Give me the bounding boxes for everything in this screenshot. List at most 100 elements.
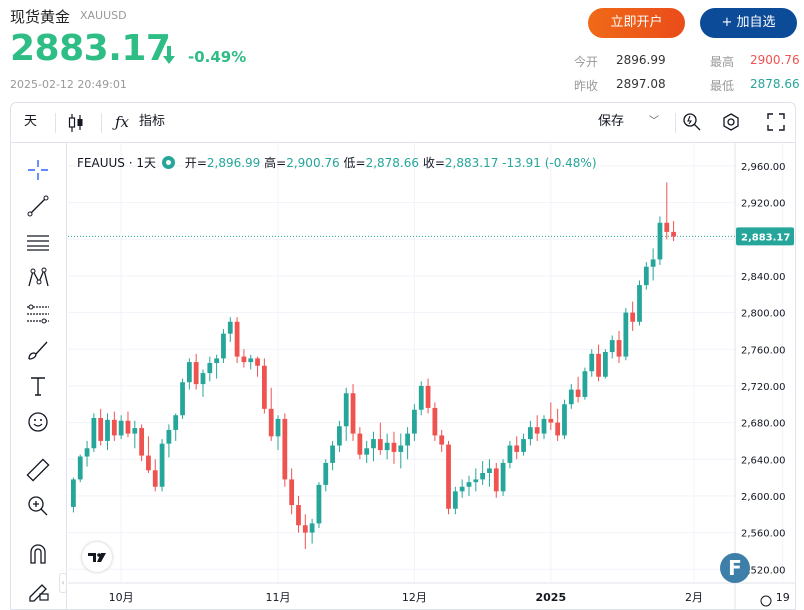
horizontal-lines-icon[interactable]: [25, 229, 51, 255]
y-tick-label: 2,920.00: [741, 199, 786, 210]
zoom-in-icon[interactable]: [25, 493, 51, 519]
candle-body: [664, 222, 670, 232]
y-tick-label: 2,680.00: [741, 419, 786, 430]
candle-body: [152, 470, 158, 487]
x-tick-label: 11月: [266, 591, 291, 604]
candle-body: [241, 356, 247, 363]
y-tick-label: 2,520.00: [741, 565, 786, 576]
candle-body: [91, 418, 97, 449]
forecast-icon[interactable]: [25, 301, 51, 327]
y-tick-label: 2,600.00: [741, 492, 786, 503]
candle-body: [343, 393, 349, 427]
candle-body: [371, 439, 376, 449]
candle-body: [268, 408, 274, 437]
high-label: 最高: [710, 55, 735, 69]
candle-body: [302, 525, 308, 533]
chart-area[interactable]: ‹ 2,960.002,920.002,880.002,840.002,800.…: [10, 142, 796, 610]
candle-body: [596, 353, 601, 377]
candle-body: [234, 321, 240, 357]
candle-body: [603, 352, 608, 377]
candle-body: [439, 435, 445, 445]
trend-line-icon[interactable]: [25, 193, 51, 219]
text-icon[interactable]: [25, 373, 51, 399]
candle-body: [466, 482, 472, 487]
legend-open: 2,896.99: [206, 156, 261, 170]
candle-body: [118, 420, 124, 436]
pattern-icon[interactable]: [25, 265, 51, 291]
candle-body: [582, 371, 588, 397]
candle-body: [289, 479, 295, 506]
collapse-toolbar-handle[interactable]: ‹: [59, 573, 67, 593]
candle-body: [405, 433, 410, 446]
candle-body: [330, 445, 335, 463]
candle-body: [248, 358, 254, 363]
chart-toolbar: 天 ƒx 指标 保存 ﹀: [10, 102, 796, 142]
interval-selector[interactable]: 天: [24, 114, 38, 129]
candle-body: [493, 468, 499, 492]
candle-body: [459, 486, 465, 492]
candle-body: [398, 445, 404, 452]
candle-body: [623, 312, 629, 357]
y-tick-label: 2,760.00: [741, 345, 786, 356]
candle-body: [671, 231, 676, 237]
candle-body: [132, 428, 138, 434]
legend-close-label: 收: [422, 156, 435, 170]
candle-body: [146, 455, 151, 471]
ruler-icon[interactable]: [25, 457, 51, 483]
candlestick-icon[interactable]: [67, 113, 85, 133]
candle-body: [630, 312, 636, 322]
low-value: 2878.66: [750, 77, 800, 91]
open-label: 今开: [574, 55, 599, 69]
candle-body: [261, 365, 267, 409]
candle-body: [139, 428, 144, 456]
toolbar-divider: [55, 113, 56, 133]
emoji-icon[interactable]: [25, 409, 51, 435]
lock-drawing-icon[interactable]: [25, 577, 51, 603]
brand-f-logo[interactable]: F: [720, 553, 750, 583]
candle-body: [650, 259, 656, 267]
crosshair-icon[interactable]: [25, 157, 51, 183]
chevron-down-icon[interactable]: ﹀: [649, 116, 659, 127]
candle-body: [105, 419, 110, 441]
open-account-button[interactable]: 立即开户: [588, 8, 685, 38]
candle-body: [377, 439, 383, 451]
candle-body: [84, 448, 90, 457]
legend-low: 2,878.66: [365, 156, 419, 170]
legend-change-pct: (-0.48%): [544, 156, 597, 170]
candle-body: [111, 419, 117, 436]
fullscreen-icon[interactable]: [767, 113, 785, 131]
candle-body: [296, 505, 301, 526]
quote-timestamp: 2025-02-12 20:49:01: [10, 78, 127, 91]
candle-body: [337, 426, 342, 446]
candle-body: [316, 484, 322, 524]
settings-gear-icon[interactable]: [721, 112, 741, 132]
tradingview-logo[interactable]: [82, 542, 112, 572]
candle-body: [432, 407, 438, 436]
candle-body: [657, 222, 663, 260]
candle-body: [309, 523, 315, 533]
add-watchlist-button[interactable]: + 加自选: [700, 8, 797, 38]
eye-icon[interactable]: [161, 156, 175, 169]
toolbar-divider: [675, 113, 676, 133]
indicators-icon[interactable]: ƒx: [115, 113, 130, 131]
brush-icon[interactable]: [25, 337, 51, 363]
legend-change: -13.91: [502, 156, 541, 170]
magnet-icon[interactable]: [25, 541, 51, 567]
price-chart[interactable]: 2,960.002,920.002,880.002,840.002,800.00…: [11, 143, 795, 609]
candle-body: [186, 362, 192, 383]
tradingview-logo-icon: [88, 553, 106, 562]
candle-body: [425, 385, 431, 408]
save-button[interactable]: 保存: [598, 114, 625, 129]
quick-search-icon[interactable]: [682, 112, 702, 132]
candle-body: [500, 462, 506, 492]
axis-settings-icon[interactable]: [760, 595, 772, 607]
y-tick-label: 2,720.00: [741, 382, 786, 393]
indicators-button[interactable]: 指标: [139, 114, 166, 129]
candle-body: [350, 393, 356, 434]
candle-body: [521, 439, 526, 452]
candle-body: [255, 358, 260, 366]
candle-body: [534, 427, 540, 434]
x-tick-label: 2月: [685, 591, 703, 604]
open-value: 2896.99: [616, 53, 666, 67]
x-tick-label: 2025: [536, 591, 567, 604]
